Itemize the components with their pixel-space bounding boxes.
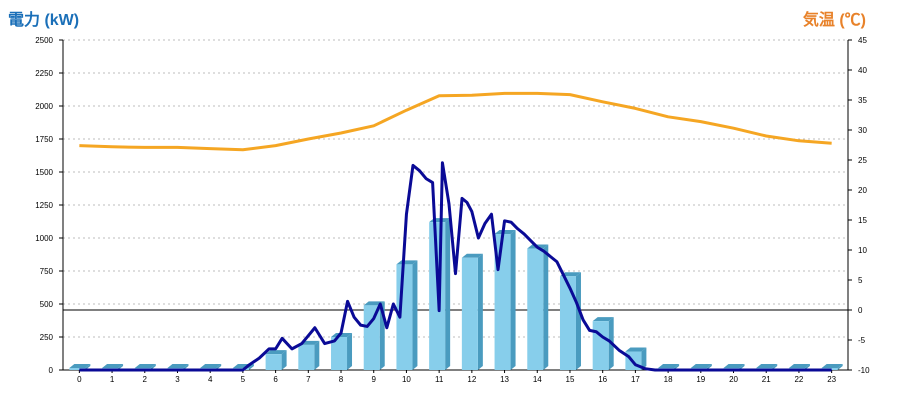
y-right-tick-label: 5 bbox=[858, 276, 863, 285]
y-right-tick-label: 0 bbox=[858, 306, 863, 315]
right-axis-title: 気温 (℃) bbox=[802, 12, 866, 29]
x-tick-label: 18 bbox=[664, 375, 673, 384]
temperature-line bbox=[79, 91, 832, 152]
bar-top bbox=[461, 253, 483, 258]
y-left-tick-label: 1000 bbox=[35, 234, 53, 243]
bar-side bbox=[281, 350, 287, 370]
bar-top bbox=[200, 364, 222, 369]
bar-top bbox=[658, 364, 680, 369]
bar-top bbox=[265, 350, 287, 355]
x-tick-label: 6 bbox=[273, 375, 278, 384]
x-tick-label: 2 bbox=[143, 375, 148, 384]
x-tick-label: 7 bbox=[306, 375, 311, 384]
bar bbox=[298, 340, 320, 370]
bar bbox=[527, 244, 549, 370]
bar-top bbox=[494, 230, 516, 235]
bar-side bbox=[575, 272, 581, 370]
bar-side bbox=[837, 364, 843, 370]
x-tick-label: 17 bbox=[631, 375, 640, 384]
y-left-tick-label: 1750 bbox=[35, 135, 53, 144]
bar-side bbox=[412, 260, 418, 370]
bar-side bbox=[510, 230, 516, 370]
bar-top bbox=[788, 364, 810, 369]
x-tick-label: 22 bbox=[794, 375, 803, 384]
bar-side bbox=[641, 347, 647, 370]
y-right-tick-label: 45 bbox=[858, 36, 867, 45]
bar-front bbox=[559, 276, 576, 370]
bar-top bbox=[69, 364, 91, 369]
y-right-tick-label: 25 bbox=[858, 156, 867, 165]
bar bbox=[265, 350, 287, 370]
x-tick-label: 15 bbox=[566, 375, 575, 384]
bar bbox=[461, 253, 483, 370]
bar-top bbox=[396, 260, 418, 265]
y-left-tick-label: 1250 bbox=[35, 201, 53, 210]
bar-top bbox=[690, 364, 712, 369]
left-axis-title: 電力 (kW) bbox=[8, 12, 80, 29]
bar-side bbox=[477, 253, 483, 370]
y-left-tick-label: 250 bbox=[40, 333, 54, 342]
x-tick-label: 5 bbox=[241, 375, 246, 384]
bar-front bbox=[527, 248, 544, 370]
bar-top bbox=[102, 364, 124, 369]
x-tick-label: 8 bbox=[339, 375, 344, 384]
y-right-tick-label: 40 bbox=[858, 66, 867, 75]
bar-front bbox=[298, 344, 315, 370]
y-right-tick-label: 15 bbox=[858, 216, 867, 225]
x-tick-label: 4 bbox=[208, 375, 213, 384]
x-tick-label: 20 bbox=[729, 375, 738, 384]
bar bbox=[331, 333, 353, 370]
bar-front bbox=[331, 337, 348, 370]
power-line bbox=[79, 161, 832, 372]
y-left-tick-label: 2500 bbox=[35, 36, 53, 45]
y-left-tick-label: 0 bbox=[49, 366, 54, 375]
x-tick-label: 0 bbox=[77, 375, 82, 384]
y-right-tick-label: -10 bbox=[858, 366, 870, 375]
bar-top bbox=[134, 364, 156, 369]
bar bbox=[559, 272, 581, 370]
y-left-tick-label: 500 bbox=[40, 300, 54, 309]
x-tick-label: 11 bbox=[435, 375, 444, 384]
y-right-tick-label: 20 bbox=[858, 186, 867, 195]
x-tick-label: 10 bbox=[402, 375, 411, 384]
bar-top bbox=[625, 347, 647, 352]
bar-side bbox=[543, 244, 549, 370]
y-right-tick-label: -5 bbox=[858, 336, 866, 345]
y-left-tick-label: 750 bbox=[40, 267, 54, 276]
bar-side bbox=[248, 364, 254, 370]
bar-front bbox=[363, 305, 380, 370]
x-tick-label: 16 bbox=[598, 375, 607, 384]
x-tick-label: 21 bbox=[762, 375, 771, 384]
bar-top bbox=[723, 364, 745, 369]
bar bbox=[494, 230, 516, 370]
bar-top bbox=[592, 317, 614, 322]
x-tick-label: 12 bbox=[467, 375, 476, 384]
x-tick-label: 9 bbox=[372, 375, 377, 384]
bar-side bbox=[445, 218, 451, 370]
bar-side bbox=[347, 333, 353, 370]
bar-side bbox=[314, 340, 320, 370]
x-tick-label: 3 bbox=[175, 375, 180, 384]
x-tick-label: 23 bbox=[827, 375, 836, 384]
y-right-tick-label: 10 bbox=[858, 246, 867, 255]
y-right-tick-label: 35 bbox=[858, 96, 867, 105]
y-left-tick-label: 2250 bbox=[35, 69, 53, 78]
y-left-tick-label: 2000 bbox=[35, 102, 53, 111]
x-tick-label: 13 bbox=[500, 375, 509, 384]
x-tick-label: 1 bbox=[110, 375, 115, 384]
bar-top bbox=[331, 333, 353, 337]
bar-top bbox=[167, 364, 189, 369]
bar-front bbox=[265, 354, 282, 370]
bar-front bbox=[592, 321, 609, 370]
bar-front bbox=[461, 257, 478, 370]
x-tick-label: 19 bbox=[696, 375, 705, 384]
bar-top bbox=[821, 364, 843, 369]
y-left-tick-label: 1500 bbox=[35, 168, 53, 177]
bar-top bbox=[756, 364, 778, 369]
x-tick-label: 14 bbox=[533, 375, 542, 384]
bar-front bbox=[69, 368, 86, 370]
y-right-tick-label: 30 bbox=[858, 126, 867, 135]
